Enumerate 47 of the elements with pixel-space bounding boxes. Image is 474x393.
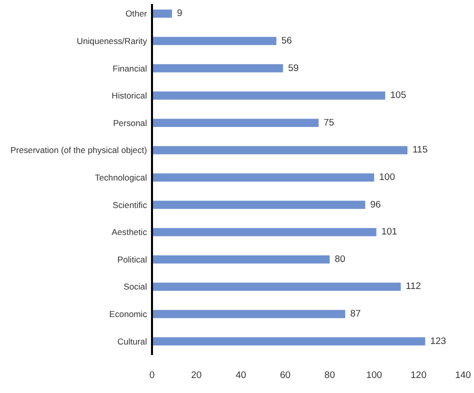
y-tick-label: Financial xyxy=(112,63,148,74)
data-label: 87 xyxy=(350,308,361,320)
y-tick-label: Uniqueness/Rarity xyxy=(76,36,148,46)
bar xyxy=(152,146,408,154)
data-label: 101 xyxy=(381,226,398,238)
x-tick-label: 100 xyxy=(366,370,382,381)
bar xyxy=(152,228,376,236)
data-label: 105 xyxy=(390,90,406,102)
y-tick-label: Other xyxy=(126,8,148,19)
bar xyxy=(152,36,276,46)
bar xyxy=(152,282,401,291)
y-tick-label: Social xyxy=(124,282,148,292)
data-label: 80 xyxy=(334,254,346,265)
data-label: 9 xyxy=(176,8,182,20)
bar xyxy=(152,64,284,72)
data-label: 75 xyxy=(324,117,334,128)
data-label: 115 xyxy=(412,144,428,156)
x-tick-label: 120 xyxy=(410,370,426,381)
data-label: 56 xyxy=(281,35,292,46)
bar xyxy=(152,10,172,18)
bar xyxy=(152,255,330,264)
data-label: 112 xyxy=(406,281,421,292)
x-tick-label: 20 xyxy=(191,370,202,381)
data-label: 59 xyxy=(288,62,299,74)
bar xyxy=(152,310,346,318)
y-tick-label: Personal xyxy=(113,118,148,128)
y-tick-label: Economic xyxy=(109,309,148,320)
y-tick-label: Aesthetic xyxy=(112,227,148,238)
y-tick-label: Historical xyxy=(112,90,148,101)
bar xyxy=(152,173,374,182)
bar xyxy=(152,337,426,346)
x-tick-label: 60 xyxy=(280,370,291,381)
y-tick-label: Political xyxy=(117,254,148,264)
x-tick-label: 0 xyxy=(149,370,155,381)
data-label: 96 xyxy=(370,199,381,210)
x-tick-label: 140 xyxy=(455,370,471,381)
data-label: 100 xyxy=(379,172,395,183)
data-label: 123 xyxy=(430,336,446,347)
y-tick-label: Technological xyxy=(94,172,148,182)
y-tick-label: Preservation (of the physical object) xyxy=(10,145,148,156)
y-tick-label: Cultural xyxy=(117,336,148,346)
bar xyxy=(152,200,366,209)
x-tick-label: 40 xyxy=(236,370,246,381)
y-tick-label: Scientific xyxy=(112,200,148,210)
x-tick-label: 80 xyxy=(324,370,336,381)
bar xyxy=(152,91,386,100)
bar xyxy=(152,118,319,127)
